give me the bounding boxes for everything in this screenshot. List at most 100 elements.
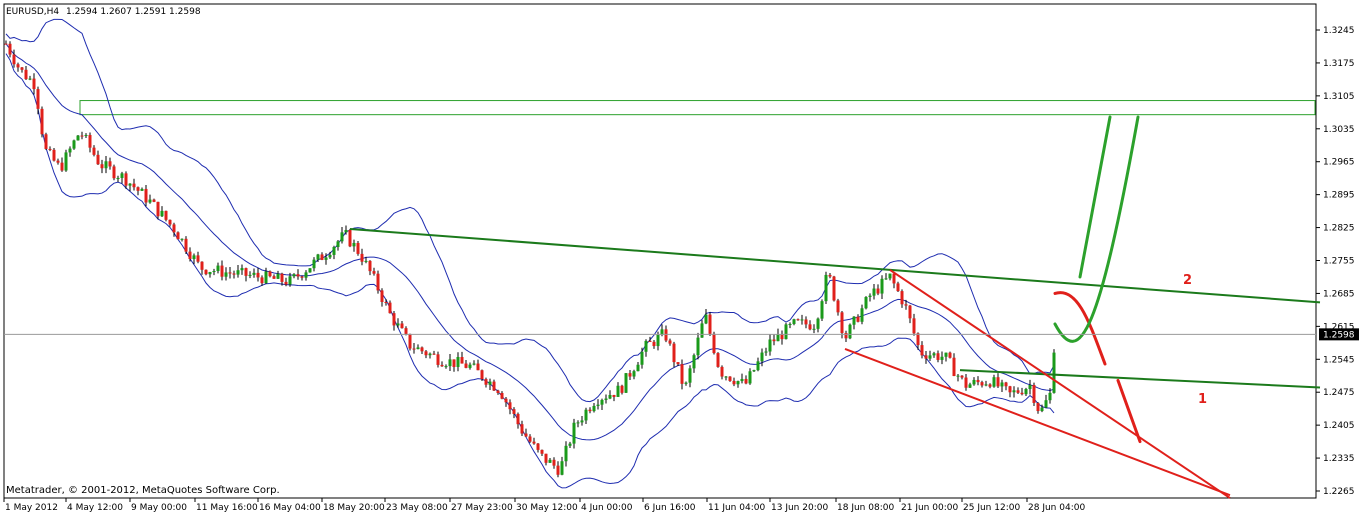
candle-bear	[676, 362, 680, 365]
candle-bull	[704, 314, 708, 324]
candle-bear	[780, 334, 784, 340]
bollinger-bands-layer	[5, 18, 1055, 489]
candle-bull	[140, 188, 144, 191]
candle-bull	[760, 352, 764, 362]
candle-bear	[168, 219, 172, 225]
candle-bear	[492, 381, 496, 391]
candle-bear	[100, 164, 104, 169]
candle-bull	[604, 398, 608, 400]
candle-bear	[840, 312, 844, 334]
candle-bear	[124, 173, 128, 186]
candle-bear	[384, 301, 388, 303]
candle-bull	[548, 459, 552, 463]
candle-bear	[1036, 402, 1040, 412]
candle-bear	[716, 353, 720, 367]
candle-bull	[416, 347, 420, 350]
candle-bear	[388, 302, 392, 314]
copyright-footer: Metatrader, © 2001-2012, MetaQuotes Soft…	[6, 485, 280, 496]
candle-bull	[352, 242, 356, 247]
candle-bear	[588, 409, 592, 412]
candle-bear	[280, 273, 284, 282]
candle-bear	[796, 319, 800, 321]
candle-bear	[88, 135, 92, 148]
candle-bear	[232, 273, 236, 275]
candle-bear	[652, 341, 656, 347]
x-tick-label: 16 May 04:00	[259, 503, 321, 513]
candle-bear	[808, 324, 812, 330]
candle-bull	[724, 376, 728, 378]
candle-bear	[392, 313, 396, 326]
candle-bear	[408, 333, 412, 349]
y-tick-label: 1.3245	[1323, 26, 1355, 36]
candle-bull	[688, 368, 692, 383]
candle-bull	[1028, 384, 1032, 390]
candle-bull	[788, 324, 792, 326]
candle-bear	[4, 43, 8, 45]
candle-bull	[580, 420, 584, 423]
candle-bull	[968, 384, 972, 388]
x-tick-label: 18 May 20:00	[323, 503, 385, 513]
candle-bear	[152, 199, 156, 202]
candle-bull	[396, 323, 400, 326]
candle-bull	[248, 274, 252, 276]
candle-bull	[860, 308, 864, 322]
candle-bull	[560, 461, 564, 475]
candle-bear	[520, 424, 524, 434]
candle-bear	[980, 382, 984, 386]
candle-bear	[1008, 386, 1012, 393]
candle-bear	[92, 147, 96, 155]
candle-bear	[420, 347, 424, 352]
candle-bear	[228, 272, 232, 274]
candle-bear	[728, 376, 732, 381]
candle-bull	[700, 323, 704, 338]
candle-bull	[192, 255, 196, 259]
candle-bear	[424, 351, 428, 356]
x-tick-label: 18 Jun 08:00	[837, 503, 894, 513]
candle-bull	[592, 405, 596, 412]
ohlc-header: 1.2594 1.2607 1.2591 1.2598	[66, 7, 201, 17]
candle-bull	[644, 340, 648, 352]
candle-bull	[972, 379, 976, 385]
candle-bear	[164, 210, 168, 220]
candle-bull	[1040, 407, 1044, 412]
bollinger-upper	[5, 18, 1055, 403]
candle-bull	[792, 319, 796, 325]
candle-bear	[32, 78, 36, 90]
candle-bear	[476, 363, 480, 371]
candle-bull	[812, 328, 816, 330]
candle-bull	[72, 140, 76, 149]
candle-bear	[284, 281, 288, 285]
y-tick-label: 1.2335	[1323, 454, 1355, 464]
candle-bull	[616, 385, 620, 397]
candle-bull	[880, 278, 884, 294]
candle-bear	[484, 379, 488, 385]
candle-bull	[684, 382, 688, 384]
candle-bear	[500, 392, 504, 399]
candle-bear	[988, 384, 992, 387]
candle-bear	[680, 364, 684, 384]
candle-bear	[48, 148, 52, 150]
y-tick-label: 1.3035	[1323, 125, 1355, 135]
candle-bear	[1020, 392, 1024, 395]
y-tick-label: 1.2965	[1323, 158, 1355, 168]
time-axis: 1 May 2012 4 May 12:00 9 May 00:00 11 May 1…	[3, 498, 1085, 513]
candle-bear	[348, 230, 352, 247]
scenario-path-0	[1053, 291, 1107, 366]
resistance-zone-layer	[79, 100, 1316, 116]
candle-bear	[936, 353, 940, 360]
candle-bear	[804, 319, 808, 325]
candle-bear	[496, 390, 500, 393]
candle-bear	[44, 134, 48, 149]
candle-bull	[848, 324, 852, 339]
x-tick-label: 28 Jun 04:00	[1028, 503, 1085, 513]
candle-bear	[512, 409, 516, 414]
candle-bull	[824, 274, 828, 302]
candle-bull	[636, 364, 640, 372]
candle-bear	[464, 363, 468, 368]
candle-bear	[712, 333, 716, 354]
candle-bear	[412, 348, 416, 350]
candle-bear	[508, 402, 512, 410]
scenario-path-1	[1116, 378, 1142, 444]
candle-bear	[220, 265, 224, 277]
candle-bear	[12, 54, 16, 65]
